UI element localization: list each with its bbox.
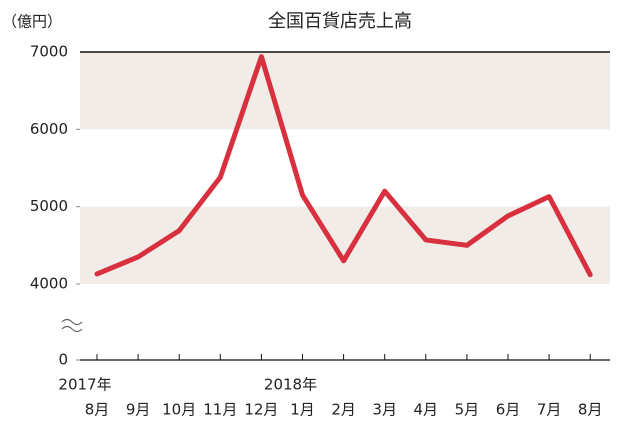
chart-title: 全国百貨店売上高: [268, 11, 412, 32]
x-tick-label: 4月: [414, 401, 439, 419]
x-tick-label: 9月: [126, 401, 151, 419]
y-tick-label: 4000: [30, 275, 68, 293]
x-tick-label: 10月: [162, 401, 196, 419]
y-tick-label: 5000: [30, 197, 68, 215]
band: [80, 206, 610, 284]
axis-break-mark: [61, 318, 83, 333]
x-tick-label: 1月: [290, 401, 315, 419]
line: [94, 54, 593, 278]
x-tick-label: 3月: [372, 401, 397, 419]
year-label: 2018年: [264, 376, 317, 394]
x-tick-label: 6月: [496, 401, 521, 419]
x-tick-label: 8月: [578, 401, 603, 419]
x-tick-label: 2月: [331, 401, 356, 419]
y-tick-label: 7000: [30, 43, 68, 61]
y-tick-label: 6000: [30, 120, 68, 138]
y-tick-label: 0: [58, 351, 68, 369]
x-tick-label: 12月: [244, 401, 278, 419]
x-tick-label: 7月: [537, 401, 562, 419]
year-label: 2017年: [58, 376, 111, 394]
y-unit: （億円）: [2, 13, 62, 31]
x-tick-label: 11月: [203, 401, 237, 419]
x-tick-label: 8月: [85, 401, 110, 419]
x-tick-label: 5月: [455, 401, 480, 419]
band: [80, 52, 610, 130]
